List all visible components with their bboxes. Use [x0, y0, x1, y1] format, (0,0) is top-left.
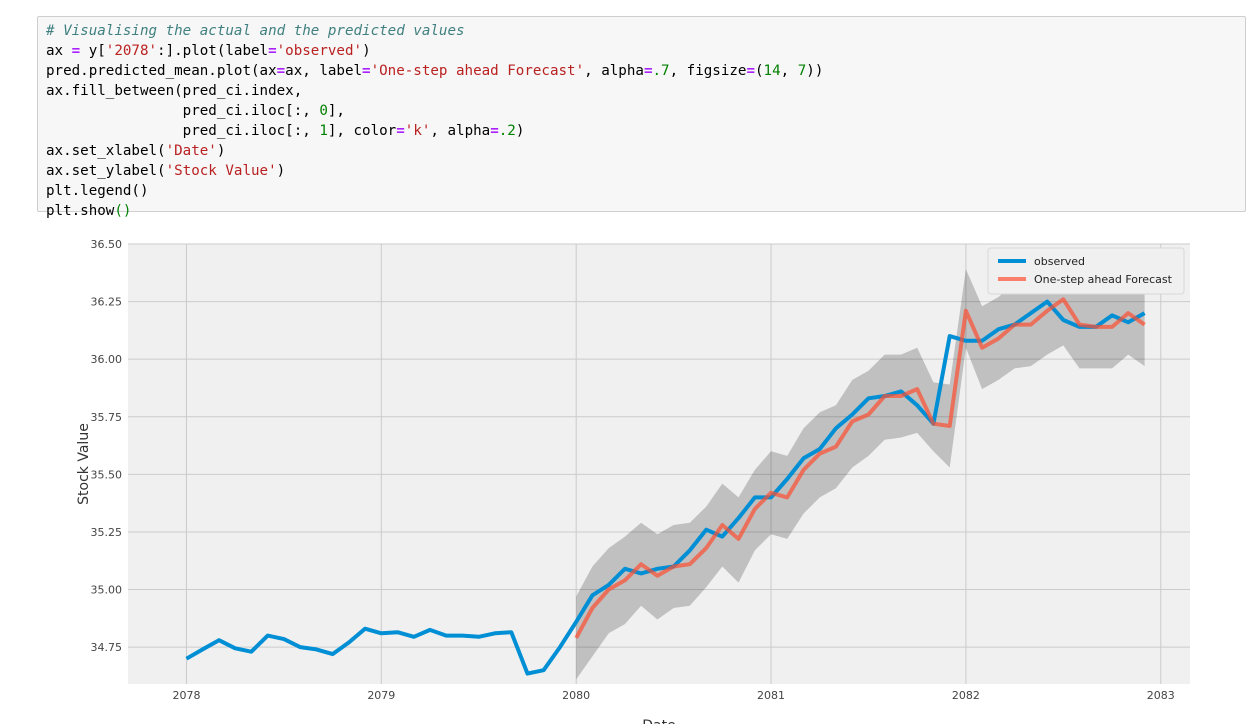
- code-string: 'One-step ahead Forecast': [370, 63, 585, 79]
- y-tick-label: 35.00: [91, 584, 123, 597]
- code-token: ): [362, 43, 371, 59]
- line-chart: 34.75 35.00 35.25 35.50 35.75 36.00 36.25 36.50…: [76, 238, 1190, 728]
- code-line: pred_ci.iloc[:, 0],: [46, 101, 823, 121]
- code-token: pred_ci.iloc[:,: [46, 103, 320, 119]
- code-operator: =: [396, 123, 405, 139]
- y-tick-label: 35.75: [91, 411, 123, 424]
- y-tick-label: 36.25: [91, 296, 123, 309]
- y-tick-label: 36.50: [91, 238, 123, 251]
- code-line: plt.legend(): [46, 181, 823, 201]
- x-tick-label: 2078: [172, 689, 200, 702]
- code-line: pred_ci.iloc[:, 1], color='k', alpha=.2): [46, 121, 823, 141]
- code-token: (): [114, 203, 132, 219]
- code-operator: =: [490, 123, 499, 139]
- code-operator: =: [71, 43, 81, 59]
- code-token: , alpha: [584, 63, 644, 79]
- x-tick-label: 2082: [952, 689, 980, 702]
- code-token: ): [515, 123, 525, 139]
- code-number: 0: [319, 103, 328, 119]
- legend-label: observed: [1034, 255, 1085, 268]
- code-token: (: [755, 63, 764, 79]
- code-token: ): [276, 163, 286, 179]
- code-string: 'Date': [165, 143, 217, 159]
- code-line: # Visualising the actual and the predict…: [46, 21, 823, 41]
- code-token: ], color: [327, 123, 397, 139]
- code-line: pred.predicted_mean.plot(ax=ax, label='O…: [46, 61, 823, 81]
- code-token: ax.set_ylabel(: [46, 163, 166, 179]
- code-line: plt.show(): [46, 201, 823, 221]
- code-comment: # Visualising the actual and the predict…: [46, 23, 465, 39]
- y-axis-label: Stock Value: [76, 423, 92, 505]
- x-tick-label: 2080: [562, 689, 590, 702]
- code-token: plt.legend(): [46, 183, 149, 199]
- code-token: pred.predicted_mean.plot(ax: [46, 63, 277, 79]
- code-token: pred_ci.iloc[:,: [46, 123, 320, 139]
- x-axis-label: Date: [642, 718, 675, 724]
- code-token: :].plot(label: [157, 43, 269, 59]
- plot-background: [128, 244, 1190, 684]
- code-editor[interactable]: # Visualising the actual and the predict…: [46, 21, 823, 221]
- code-number: .2: [498, 123, 516, 139]
- code-token: )): [806, 63, 824, 79]
- code-token: ],: [327, 103, 345, 119]
- code-number: 7: [797, 63, 807, 79]
- code-number: 1: [319, 123, 328, 139]
- code-line: ax.set_ylabel('Stock Value'): [46, 161, 823, 181]
- code-string: 'observed': [276, 43, 363, 59]
- code-line: ax = y['2078':].plot(label='observed'): [46, 41, 823, 61]
- code-operator: =: [268, 43, 277, 59]
- code-operator: =: [276, 63, 286, 79]
- code-operator: =: [362, 63, 371, 79]
- code-token: , alpha: [430, 123, 491, 139]
- x-tick-label: 2083: [1147, 689, 1175, 702]
- legend-label: One-step ahead Forecast: [1034, 273, 1173, 286]
- code-token: ax, label: [285, 63, 363, 79]
- code-token: y[: [80, 43, 106, 59]
- x-tick-label: 2081: [757, 689, 785, 702]
- series-line-forecast: [574, 297, 1146, 639]
- code-string: 'k': [404, 123, 431, 139]
- x-tick-label: 2079: [367, 689, 395, 702]
- code-token: ax: [46, 43, 72, 59]
- confidence-band: [576, 257, 1145, 680]
- code-line: ax.set_xlabel('Date'): [46, 141, 823, 161]
- legend-box: [987, 247, 1185, 295]
- code-operator: =: [746, 63, 755, 79]
- plot-output: 34.75 35.00 35.25 35.50 35.75 36.00 36.25 36.50…: [0, 226, 1254, 728]
- series-line-observed: [185, 299, 1146, 676]
- code-token: ax.fill_between(pred_ci.index,: [46, 83, 303, 99]
- code-cell[interactable]: # Visualising the actual and the predict…: [37, 16, 1246, 219]
- code-token: ): [216, 143, 226, 159]
- code-line: ax.fill_between(pred_ci.index,: [46, 81, 823, 101]
- y-tick-label: 35.25: [91, 526, 123, 539]
- code-token: ax.set_xlabel(: [46, 143, 166, 159]
- y-tick-label: 35.50: [91, 468, 123, 481]
- code-token: ,: [780, 63, 798, 79]
- code-token: plt.show: [46, 203, 115, 219]
- code-number: .7: [652, 63, 670, 79]
- code-string: '2078': [105, 43, 158, 59]
- code-operator: =: [643, 63, 653, 79]
- code-token: , figsize: [669, 63, 747, 79]
- code-string: 'Stock Value': [165, 163, 277, 179]
- code-number: 14: [763, 63, 781, 79]
- y-tick-label: 34.75: [91, 641, 123, 654]
- y-tick-label: 36.00: [91, 353, 123, 366]
